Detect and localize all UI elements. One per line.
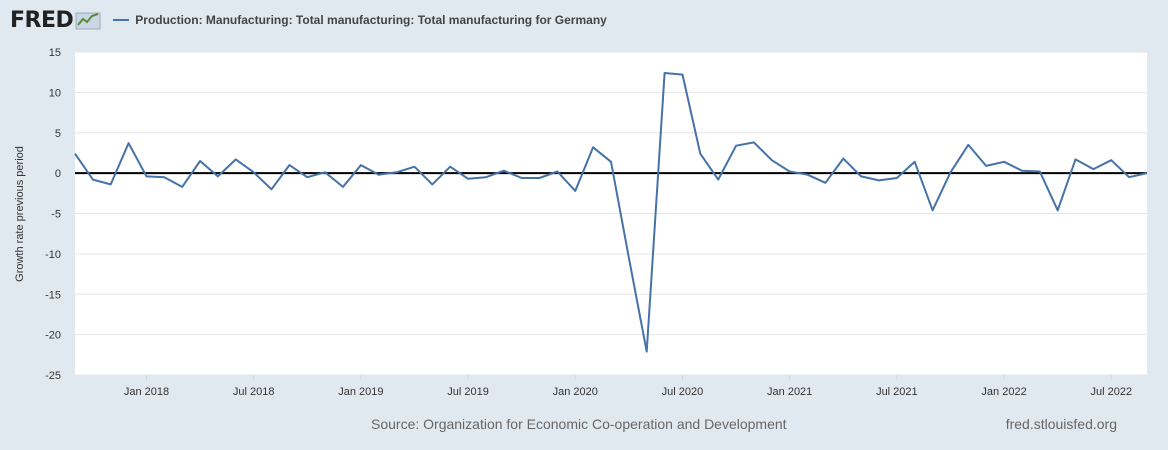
data-point[interactable] [1126,174,1132,180]
data-point[interactable] [376,172,382,178]
data-point[interactable] [358,162,364,168]
y-tick-label: -15 [45,289,61,301]
x-tick-label: Jan 2019 [338,386,383,398]
data-point[interactable] [679,72,685,78]
data-point[interactable] [983,163,989,169]
data-point[interactable] [1073,156,1079,162]
data-point[interactable] [179,184,185,190]
data-point[interactable] [858,173,864,179]
data-point[interactable] [662,70,668,76]
data-point[interactable] [197,158,203,164]
y-axis-title: Growth rate previous period [14,146,26,282]
legend-swatch [113,19,130,21]
data-point[interactable] [608,159,614,165]
x-tick-label: Jul 2020 [662,386,704,398]
data-point[interactable] [340,184,346,190]
data-point[interactable] [72,151,78,157]
series-layer [72,70,1150,355]
data-point[interactable] [161,174,167,180]
data-point[interactable] [1019,168,1025,174]
data-point[interactable] [965,142,971,148]
site-url[interactable]: fred.stlouisfed.org [1005,416,1117,432]
data-point[interactable] [1108,157,1114,163]
data-point[interactable] [537,175,543,181]
data-point[interactable] [90,177,96,183]
x-tick-label: Jul 2019 [447,386,489,398]
x-tick-label: Jan 2022 [981,386,1026,398]
data-point[interactable] [554,169,560,175]
y-tick-label: -25 [45,370,61,382]
data-point[interactable] [930,207,936,213]
data-point[interactable] [805,172,811,178]
y-tick-label: -5 [51,209,61,221]
y-tick-label: 5 [55,128,61,140]
data-point[interactable] [251,169,257,175]
data-point[interactable] [143,173,149,179]
data-point[interactable] [1001,159,1007,165]
data-point[interactable] [465,176,471,182]
grid [75,51,1147,376]
data-point[interactable] [233,156,239,162]
data-point[interactable] [590,144,596,150]
data-point[interactable] [286,162,292,168]
data-point[interactable] [483,174,489,180]
fred-logo[interactable]: FRED [10,8,101,33]
data-point[interactable] [322,169,328,175]
data-point[interactable] [769,157,775,163]
data-point[interactable] [787,169,793,175]
data-point[interactable] [447,164,453,170]
data-point[interactable] [126,140,132,146]
source-note: Source: Organization for Economic Co-ope… [371,416,787,432]
data-point[interactable] [840,156,846,162]
x-axis: Jan 2018 Jul 2018 Jan 2019 Jul 2019 Jan 2020… [124,375,1132,398]
data-point[interactable] [626,255,632,261]
data-point[interactable] [429,181,435,187]
series-line[interactable] [74,72,1148,353]
fred-chart-icon [75,12,101,30]
data-point[interactable] [304,174,310,180]
y-tick-label: -20 [45,330,61,342]
legend: Production: Manufacturing: Total manufac… [113,13,607,27]
data-point[interactable] [572,188,578,194]
x-tick-label: Jan 2021 [767,386,812,398]
chart-header: FRED Production: Manufacturing: Total ma… [10,6,607,34]
data-point[interactable] [1037,169,1043,175]
x-tick-label: Jul 2018 [233,386,275,398]
data-point[interactable] [644,349,650,355]
data-point[interactable] [519,175,525,181]
x-tick-label: Jul 2021 [876,386,918,398]
data-point[interactable] [269,186,275,192]
data-point[interactable] [715,177,721,183]
data-point[interactable] [108,181,114,187]
y-tick-label: 0 [55,168,61,180]
data-point[interactable] [912,159,918,165]
data-point[interactable] [394,169,400,175]
x-tick-label: Jul 2022 [1090,386,1132,398]
data-point[interactable] [751,139,757,145]
y-axis: 15 10 5 0 -5 -10 -15 -20 -25 [45,47,61,382]
data-point[interactable] [876,177,882,183]
data-point[interactable] [501,168,507,174]
y-tick-label: 15 [49,47,61,59]
data-point[interactable] [215,173,221,179]
data-point[interactable] [822,180,828,186]
y-tick-label: -10 [45,249,61,261]
data-point[interactable] [1090,166,1096,172]
data-point[interactable] [947,169,953,175]
fred-logo-text: FRED [10,7,74,33]
x-tick-label: Jan 2018 [124,386,169,398]
x-tick-label: Jan 2020 [553,386,598,398]
data-point[interactable] [894,175,900,181]
data-point[interactable] [1144,170,1150,176]
data-point[interactable] [411,164,417,170]
data-point[interactable] [1055,207,1061,213]
data-point[interactable] [697,151,703,157]
y-tick-label: 10 [49,87,61,99]
legend-label[interactable]: Production: Manufacturing: Total manufac… [135,13,607,27]
data-point[interactable] [733,143,739,149]
